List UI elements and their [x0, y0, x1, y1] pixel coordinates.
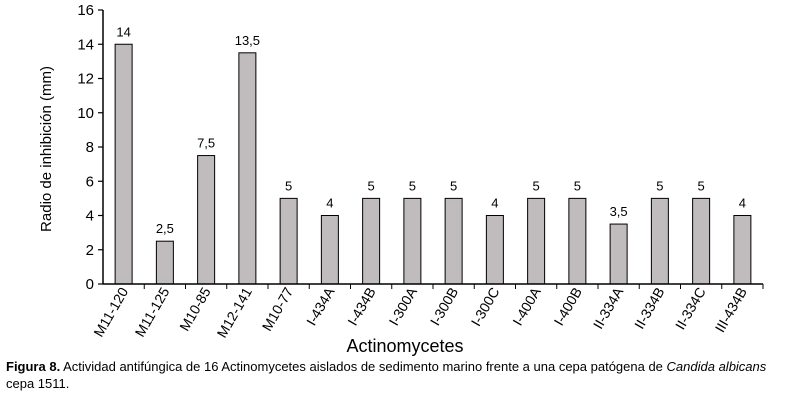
data-label: 5: [533, 178, 540, 193]
x-tick-label: III-434B: [712, 285, 750, 335]
bar: [320, 215, 339, 285]
bar: [197, 155, 216, 285]
bar: [568, 197, 587, 285]
x-tick-label: II-334A: [590, 284, 627, 332]
y-tick-label: 14: [77, 36, 94, 53]
bar: [485, 215, 504, 285]
bar: [733, 215, 752, 285]
x-tick-label: M11-125: [132, 284, 173, 339]
caption-figure-label: Figura 8.: [6, 359, 61, 374]
bar: [155, 240, 174, 285]
y-tick-label: 12: [77, 71, 94, 88]
data-label: 5: [368, 178, 375, 193]
caption-species: Candida albicans: [666, 359, 767, 374]
x-axis-label: Actinomycetes: [346, 336, 463, 356]
bars: [114, 43, 752, 285]
data-label: 13,5: [235, 33, 260, 48]
y-tick-label: 0: [86, 276, 94, 293]
bar: [444, 197, 463, 285]
data-label: 5: [698, 178, 705, 193]
x-tick-label: I-400B: [550, 285, 584, 329]
data-label: 14: [116, 24, 130, 39]
x-axis-ticks: M11-120 M11-125 M10-85 M12-141 M10-77 I-434A I…: [90, 284, 764, 340]
data-label: 5: [450, 178, 457, 193]
y-axis-label: Radio de inhibición (mm): [38, 66, 55, 232]
figure-caption: Figura 8. Actividad antifúngica de 16 Ac…: [6, 358, 794, 392]
bar: [403, 197, 422, 285]
bar: [114, 43, 133, 285]
y-tick-label: 8: [86, 139, 94, 156]
x-tick-label: M11-120: [90, 284, 131, 339]
bar: [692, 197, 711, 285]
caption-text: Actividad antifúngica de 16 Actinomycete…: [60, 359, 667, 374]
y-tick-label: 6: [86, 173, 94, 190]
caption-suffix: cepa 1511.: [6, 376, 70, 391]
y-tick-label: 2: [86, 242, 94, 259]
bar: [362, 197, 381, 285]
bar: [279, 197, 298, 285]
bar: [238, 52, 257, 285]
x-tick-label: M12-141: [213, 284, 255, 340]
data-label: 3,5: [610, 204, 628, 219]
data-label: 5: [574, 178, 581, 193]
y-axis-ticks: 0 2 4 6 8 10 12 14 16: [77, 2, 103, 293]
data-labels: 14 2,5 7,5 13,5 5 4 5 5 5 4 5 5 3,5 5 5 4: [116, 24, 746, 236]
x-tick-label: I-300A: [385, 284, 420, 328]
data-label: 4: [326, 196, 333, 211]
x-tick-label: I-300C: [468, 285, 503, 329]
data-label: 5: [285, 178, 292, 193]
bar: [609, 223, 628, 285]
data-label: 5: [409, 178, 416, 193]
x-tick-label: II-334C: [672, 285, 709, 333]
x-tick-label: I-300B: [427, 285, 461, 329]
x-tick-label: I-400A: [509, 284, 544, 328]
bar: [527, 197, 546, 285]
y-tick-label: 10: [77, 105, 94, 122]
data-label: 4: [739, 196, 746, 211]
data-label: 4: [491, 196, 498, 211]
bar-chart: 0 2 4 6 8 10 12 14 16 14 2,5 7,5 13,5 5 4 5 5 5 4 5 5 3,5 5 5 4…: [38, 2, 764, 356]
x-tick-label: M10-77: [259, 284, 297, 333]
x-tick-label: I-434B: [344, 285, 378, 329]
data-label: 5: [656, 178, 663, 193]
y-tick-label: 16: [77, 2, 94, 19]
x-tick-label: I-434A: [303, 284, 338, 328]
data-label: 7,5: [197, 136, 215, 151]
data-label: 2,5: [156, 221, 174, 236]
x-tick-label: II-334B: [631, 285, 667, 332]
x-tick-label: M10-85: [176, 284, 214, 333]
bar: [650, 197, 669, 285]
y-tick-label: 4: [86, 208, 94, 225]
